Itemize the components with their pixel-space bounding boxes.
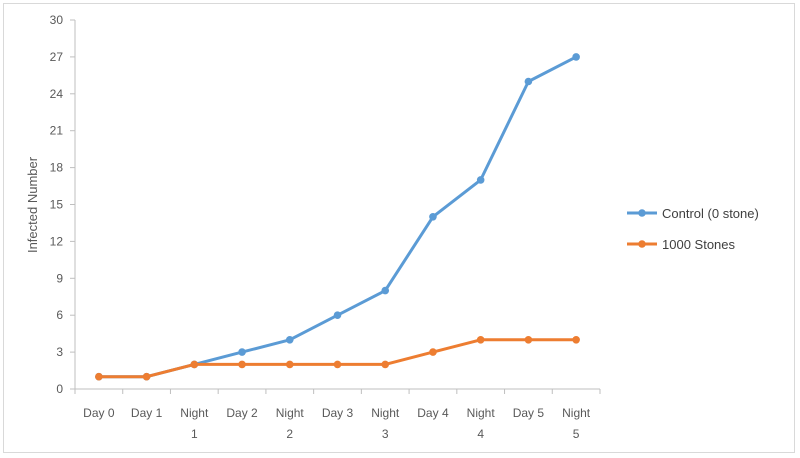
y-tick-label: 21	[50, 124, 64, 138]
series-2-point	[381, 360, 390, 369]
x-tick-label: Night 5	[562, 406, 591, 441]
legend: Control (0 stone) 1000 Stones	[627, 206, 759, 252]
series-1-point	[572, 53, 580, 61]
x-tick-label: Day 2	[226, 406, 258, 420]
y-tick-label: 18	[50, 161, 64, 175]
series-1-point	[333, 311, 342, 320]
series-2-point	[476, 336, 485, 344]
series-1-point	[476, 176, 485, 184]
x-tick-label: Night 3	[371, 406, 400, 441]
legend-item-1-swatch-marker	[638, 209, 646, 217]
y-tick-label: 27	[50, 50, 64, 64]
y-tick-label: 15	[50, 198, 64, 212]
legend-item-2-label: 1000 Stones	[662, 237, 736, 252]
series-1-line	[97, 55, 578, 379]
y-axis-label-group: Infected Number	[25, 156, 40, 253]
series-2-point	[285, 360, 294, 369]
x-tick-label: Night 1	[180, 406, 209, 441]
series-1-point	[285, 336, 294, 344]
series-2-point	[333, 360, 342, 369]
y-tick-label: 30	[50, 13, 64, 27]
x-tick-label: Day 5	[513, 406, 545, 420]
series-2-point	[572, 336, 580, 344]
x-tick-label: Day 4	[417, 406, 449, 420]
series-2-point	[238, 360, 246, 369]
x-tick-label: Night 4	[467, 406, 496, 441]
legend-item-1-label: Control (0 stone)	[662, 206, 759, 221]
series-2-point	[142, 372, 151, 381]
y-tick-label: 0	[56, 382, 63, 396]
y-tick-label: 3	[56, 345, 63, 359]
y-tick-label: 24	[50, 87, 64, 101]
series-1-point	[238, 348, 246, 356]
y-axis-label: Infected Number	[25, 156, 40, 253]
series-1-point	[381, 286, 390, 295]
series-2-point	[524, 336, 533, 344]
y-tick-label: 6	[56, 308, 63, 322]
series-2-line	[97, 338, 578, 379]
series-1-point	[524, 77, 533, 86]
x-tick-label: Night 2	[276, 406, 305, 441]
y-ticks: 0 3 6 9 12 15 18 21 24 27 30	[50, 13, 75, 396]
series-2-point	[429, 348, 437, 356]
series-1-point	[429, 213, 437, 221]
series-2-point	[95, 372, 103, 381]
x-ticks: Day 0 Day 1 Night 1 Day 2 Night 2 Day 3 Night 3 Da…	[74, 389, 601, 441]
series-layer	[95, 53, 580, 381]
x-tick-label: Day 1	[131, 406, 163, 420]
x-tick-label: Day 3	[322, 406, 354, 420]
y-tick-label: 9	[56, 271, 63, 285]
y-tick-label: 12	[50, 234, 64, 248]
series-2-point	[190, 360, 199, 369]
x-tick-label: Day 0	[83, 406, 115, 420]
legend-item-2-swatch-marker	[638, 240, 646, 248]
axes	[74, 20, 600, 390]
